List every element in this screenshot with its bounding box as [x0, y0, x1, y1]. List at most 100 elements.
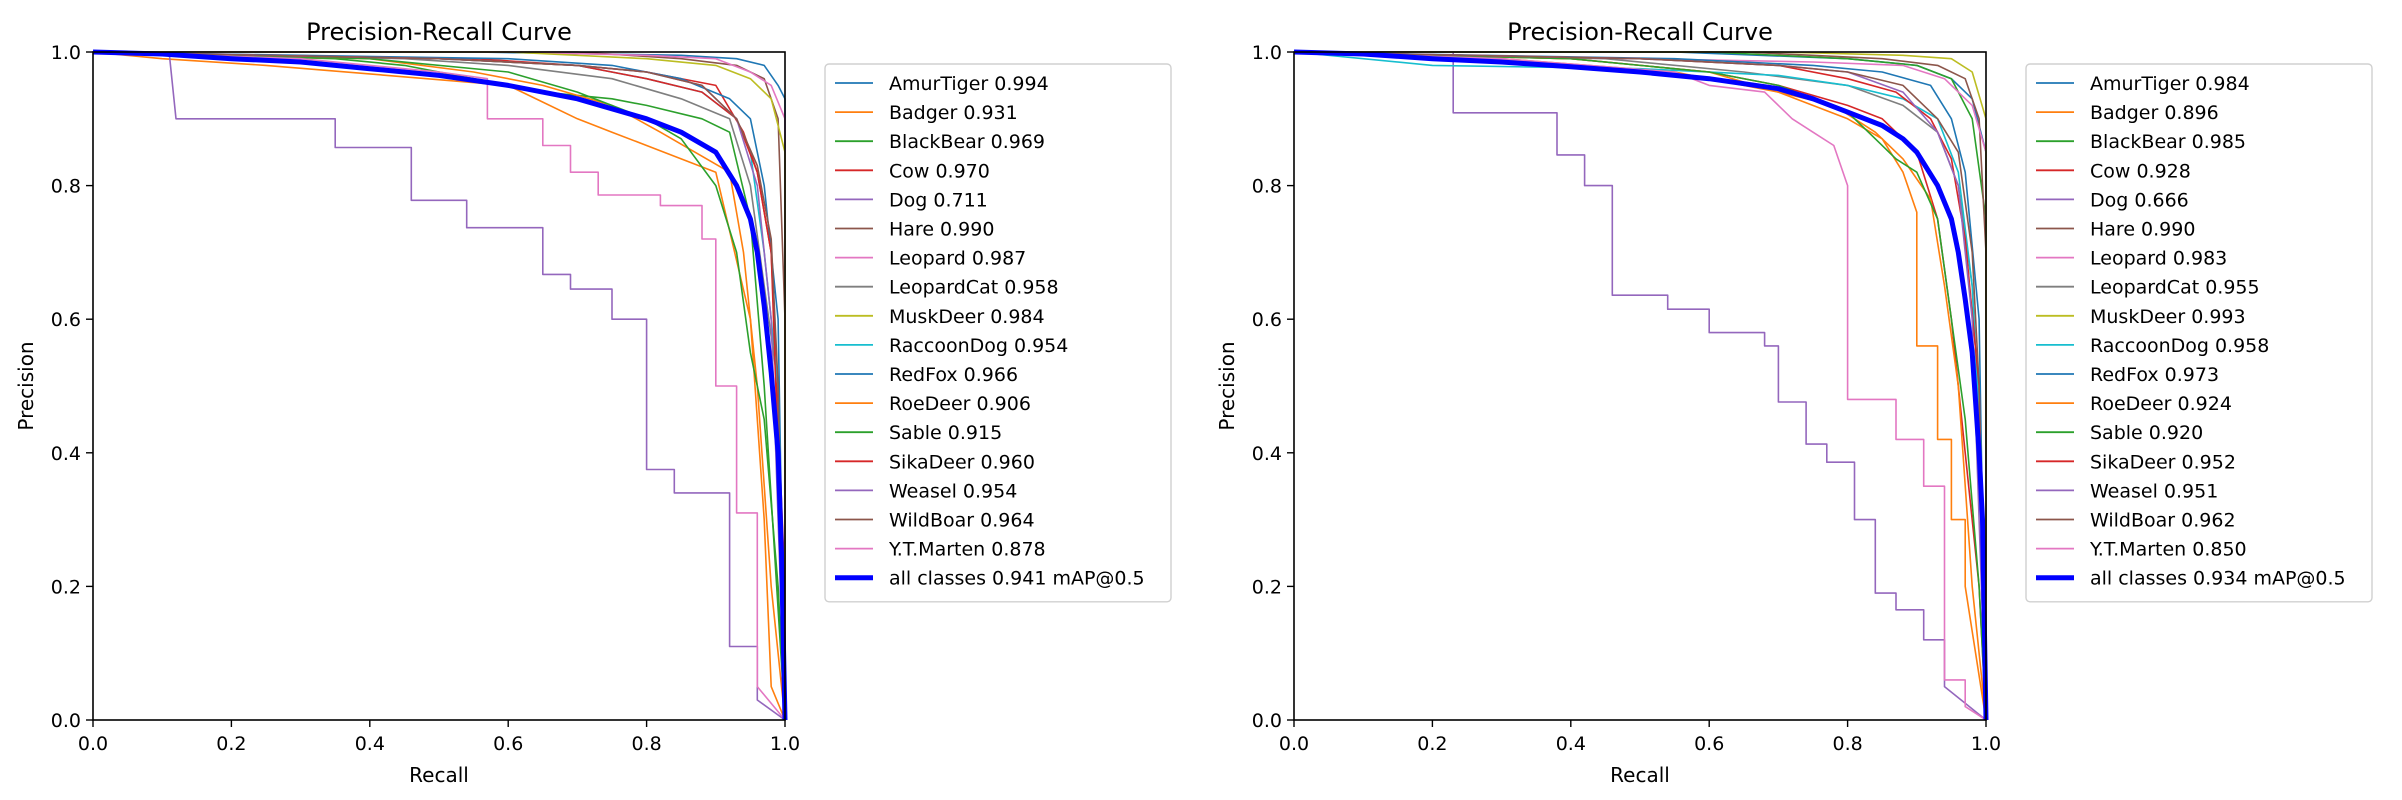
legend-label: Sable 0.920	[2090, 422, 2203, 444]
series-line-11	[92, 51, 786, 721]
series-line-17	[92, 51, 786, 721]
legend-label: LeopardCat 0.955	[2090, 277, 2260, 299]
legend-label: WildBoar 0.962	[2090, 510, 2236, 532]
series-line-17	[1293, 51, 1987, 721]
x-tick-label: 0.0	[1279, 733, 1309, 755]
series-line-16	[1293, 51, 1987, 721]
x-tick-label: 0.2	[216, 733, 246, 755]
series-line-15	[92, 51, 786, 721]
y-tick-label: 0.4	[1252, 443, 1282, 465]
legend-label: RoeDeer 0.924	[2090, 393, 2232, 415]
legend-label: Y.T.Marten 0.878	[888, 539, 1046, 561]
x-axis-label: Recall	[409, 763, 469, 787]
legend-label: Hare 0.990	[2090, 219, 2195, 241]
x-tick-label: 0.2	[1417, 733, 1447, 755]
y-tick-label: 0.2	[51, 576, 81, 598]
legend-label: Dog 0.711	[889, 189, 988, 211]
legend-label: SikaDeer 0.952	[2090, 451, 2236, 473]
plot-area	[1293, 49, 1989, 721]
legend-label: Hare 0.990	[889, 219, 994, 241]
legend-label: all classes 0.934 mAP@0.5	[2090, 568, 2346, 590]
legend-label: SikaDeer 0.960	[889, 451, 1035, 473]
x-tick-label: 1.0	[1971, 733, 2001, 755]
x-tick-label: 0.0	[78, 733, 108, 755]
legend-label: RoeDeer 0.906	[889, 393, 1031, 415]
x-tick-label: 0.8	[631, 733, 661, 755]
series-line-8	[1293, 51, 1987, 721]
series-line-13	[92, 51, 786, 721]
legend-label: Cow 0.970	[889, 160, 990, 182]
y-axis-label: Precision	[1215, 341, 1239, 430]
legend-label: RedFox 0.973	[2090, 364, 2219, 386]
legend-label: Dog 0.666	[2090, 189, 2189, 211]
legend-label: Weasel 0.954	[889, 480, 1017, 502]
series-line-3	[1294, 51, 1987, 720]
pr-chart-1: 0.0 0.2 0.4 0.6 0.8 1.0 0.0 0.2 0.4 0.6 0.8 1.0 Prec…	[14, 18, 1172, 787]
legend-label: all classes 0.941 mAP@0.5	[889, 568, 1145, 590]
legend-box	[2025, 63, 2373, 603]
axes-frame	[92, 51, 786, 721]
y-tick-label: 0.0	[1252, 710, 1282, 732]
series-line-10	[92, 51, 786, 721]
series-line-15	[1293, 51, 1987, 721]
legend-label: Cow 0.928	[2090, 160, 2191, 182]
legend-label: Badger 0.896	[2090, 102, 2219, 124]
legend-label: BlackBear 0.969	[889, 131, 1045, 153]
legend-box	[824, 63, 1172, 603]
legend-label: Y.T.Marten 0.850	[2089, 539, 2247, 561]
series-line-4	[92, 51, 786, 720]
y-axis-label: Precision	[14, 341, 38, 430]
legend-label: WildBoar 0.964	[889, 510, 1035, 532]
y-tick-label: 0.2	[1252, 576, 1282, 598]
legend-label: RaccoonDog 0.954	[889, 335, 1068, 357]
series-line-10	[1293, 51, 1987, 721]
series-line-2	[92, 51, 786, 721]
series-line-all-classes	[92, 49, 788, 721]
legend-label: AmurTiger 0.994	[889, 73, 1049, 95]
series-line-12	[1293, 51, 1987, 721]
series-line-16	[92, 51, 786, 721]
legend-label: Leopard 0.987	[889, 248, 1026, 270]
series-line-5	[1294, 51, 1987, 721]
legend: AmurTiger 0.984 Badger 0.896 BlackBear 0.9…	[2025, 63, 2373, 603]
chart-title: Precision-Recall Curve	[306, 18, 572, 46]
legend-label: Leopard 0.983	[2090, 248, 2227, 270]
series-line-13	[1293, 51, 1987, 721]
series-line-5	[93, 51, 786, 721]
legend-label: AmurTiger 0.984	[2090, 73, 2250, 95]
legend-label: Weasel 0.951	[2090, 480, 2218, 502]
series-line-14	[92, 51, 786, 721]
y-tick-label: 0.8	[51, 176, 81, 198]
series-line-8	[92, 51, 786, 721]
series-line-12	[92, 51, 786, 721]
x-tick-label: 0.4	[1556, 733, 1586, 755]
y-tick-label: 0.4	[51, 443, 81, 465]
series-line-7	[93, 51, 786, 720]
y-tick-label: 0.6	[1252, 309, 1282, 331]
x-axis-label: Recall	[1610, 763, 1670, 787]
legend-label: MuskDeer 0.984	[889, 306, 1045, 328]
x-tick-label: 0.8	[1832, 733, 1862, 755]
series-line-14	[1293, 51, 1987, 721]
y-tick-label: 1.0	[1252, 42, 1282, 64]
y-tick-label: 0.8	[1252, 176, 1282, 198]
series-line-2	[1293, 51, 1987, 721]
y-tick-label: 0.0	[51, 710, 81, 732]
x-tick-label: 0.6	[1694, 733, 1724, 755]
series-line-7	[1293, 51, 1987, 720]
x-tick-label: 0.4	[355, 733, 385, 755]
legend-label: BlackBear 0.985	[2090, 131, 2246, 153]
legend: AmurTiger 0.994 Badger 0.931 BlackBear 0.9…	[824, 63, 1172, 603]
legend-label: RaccoonDog 0.958	[2090, 335, 2269, 357]
legend-label: Sable 0.915	[889, 422, 1002, 444]
legend-label: Badger 0.931	[889, 102, 1018, 124]
axes-frame	[1293, 51, 1987, 721]
legend-label: RedFox 0.966	[889, 364, 1018, 386]
series-line-1	[93, 51, 786, 720]
series-line-all-classes	[1293, 49, 1989, 721]
series-line-9	[1294, 51, 1987, 720]
x-tick-label: 1.0	[770, 733, 800, 755]
legend-label: LeopardCat 0.958	[889, 277, 1059, 299]
series-line-6	[93, 51, 786, 720]
